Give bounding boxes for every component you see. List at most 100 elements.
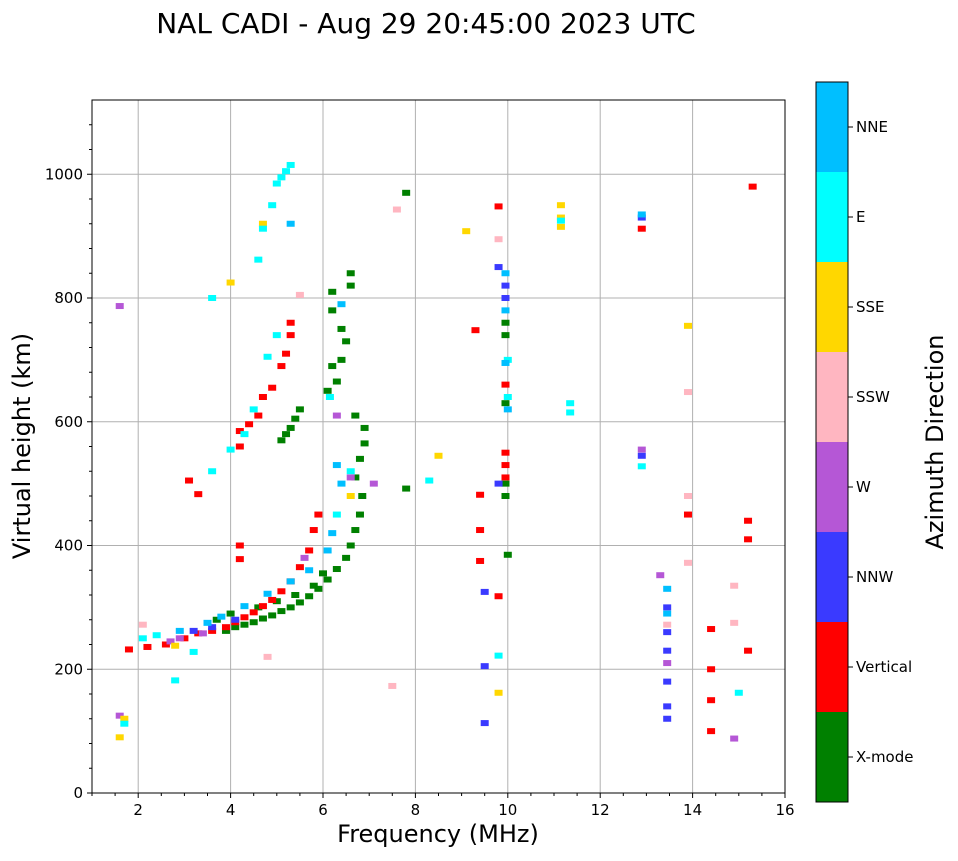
y-tick-label: 400 bbox=[54, 537, 83, 555]
data-point bbox=[254, 256, 263, 263]
data-point bbox=[337, 325, 346, 332]
data-point bbox=[189, 627, 198, 634]
y-tick-label: 0 bbox=[73, 784, 83, 802]
data-point bbox=[332, 378, 341, 385]
data-point bbox=[637, 214, 646, 221]
data-point bbox=[328, 307, 337, 314]
data-point bbox=[663, 604, 672, 611]
x-axis-label: Frequency (MHz) bbox=[337, 820, 539, 848]
data-point bbox=[115, 734, 124, 741]
data-point bbox=[235, 542, 244, 549]
data-point bbox=[124, 646, 133, 653]
data-point bbox=[501, 295, 510, 301]
data-point bbox=[663, 678, 672, 685]
data-point bbox=[494, 652, 503, 659]
data-point bbox=[208, 468, 217, 475]
data-point bbox=[286, 332, 295, 339]
x-tick-label: 6 bbox=[318, 801, 328, 819]
data-point bbox=[337, 480, 346, 487]
data-point bbox=[402, 485, 411, 492]
data-point bbox=[707, 697, 716, 704]
colorbar-tick-label: SSW bbox=[856, 388, 890, 406]
x-tick-label: 12 bbox=[591, 801, 610, 819]
data-point bbox=[198, 630, 207, 637]
data-point bbox=[332, 511, 341, 518]
data-point bbox=[305, 567, 314, 574]
data-point bbox=[286, 161, 295, 168]
series-nne bbox=[175, 211, 672, 634]
x-axis-ticks: 2 4 6 8 10 12 14 16 bbox=[91, 793, 795, 819]
data-point bbox=[388, 682, 397, 689]
data-point bbox=[286, 319, 295, 326]
data-point bbox=[462, 228, 471, 235]
y-tick-label: 600 bbox=[54, 413, 83, 431]
data-point bbox=[707, 728, 716, 735]
data-point bbox=[309, 527, 318, 534]
y-tick-label: 200 bbox=[54, 660, 83, 678]
data-point bbox=[332, 412, 341, 419]
data-point bbox=[226, 610, 235, 617]
data-point bbox=[683, 389, 692, 396]
series-sse bbox=[115, 202, 692, 741]
data-point bbox=[217, 613, 226, 620]
data-point bbox=[115, 712, 124, 719]
data-point bbox=[208, 627, 217, 634]
data-point bbox=[143, 643, 152, 650]
data-point bbox=[744, 517, 753, 524]
data-point bbox=[369, 480, 378, 487]
data-point bbox=[171, 642, 180, 649]
data-point bbox=[342, 338, 351, 345]
data-point bbox=[494, 593, 503, 600]
data-point bbox=[663, 585, 672, 592]
data-point bbox=[272, 598, 281, 605]
data-point bbox=[360, 424, 369, 431]
data-point bbox=[663, 647, 672, 654]
data-point bbox=[332, 566, 341, 573]
y-axis-label: Virtual height (km) bbox=[8, 333, 36, 559]
data-point bbox=[663, 629, 672, 636]
data-point bbox=[282, 168, 291, 175]
data-point bbox=[138, 621, 147, 628]
data-point bbox=[730, 619, 739, 626]
data-point bbox=[351, 527, 360, 534]
colorbar-swatch bbox=[816, 622, 848, 712]
data-point bbox=[325, 394, 334, 400]
data-point bbox=[358, 493, 367, 499]
data-point bbox=[194, 630, 203, 637]
data-point bbox=[231, 616, 240, 623]
data-point bbox=[277, 363, 286, 370]
data-point bbox=[175, 635, 184, 642]
colorbar-tick-label: E bbox=[856, 208, 865, 226]
y-tick-label: 800 bbox=[54, 289, 83, 307]
data-point bbox=[402, 189, 411, 196]
data-point bbox=[161, 641, 170, 648]
data-point bbox=[503, 406, 512, 413]
data-point bbox=[221, 624, 230, 631]
data-point bbox=[249, 406, 258, 413]
data-point bbox=[637, 211, 646, 218]
series-nnw bbox=[189, 214, 672, 727]
data-point bbox=[240, 614, 249, 621]
data-point bbox=[263, 653, 272, 660]
data-point bbox=[556, 214, 565, 221]
data-point bbox=[501, 381, 510, 388]
azimuth-colorbar: X-mode Vertical NNW W SSW SSE E NNE bbox=[815, 81, 913, 803]
data-point bbox=[328, 530, 337, 537]
data-point bbox=[501, 307, 510, 314]
data-point bbox=[663, 610, 672, 617]
colorbar-swatch bbox=[816, 532, 848, 622]
data-point bbox=[319, 570, 327, 577]
data-point bbox=[503, 394, 512, 400]
data-point bbox=[566, 400, 575, 407]
x-tick-label: 4 bbox=[226, 801, 236, 819]
data-point bbox=[637, 446, 646, 453]
data-point bbox=[556, 202, 565, 209]
data-point bbox=[300, 554, 309, 561]
grid-lines bbox=[92, 100, 786, 793]
data-point bbox=[258, 603, 267, 610]
data-point bbox=[323, 387, 332, 394]
colorbar-swatch bbox=[816, 442, 848, 532]
data-point bbox=[258, 615, 267, 622]
